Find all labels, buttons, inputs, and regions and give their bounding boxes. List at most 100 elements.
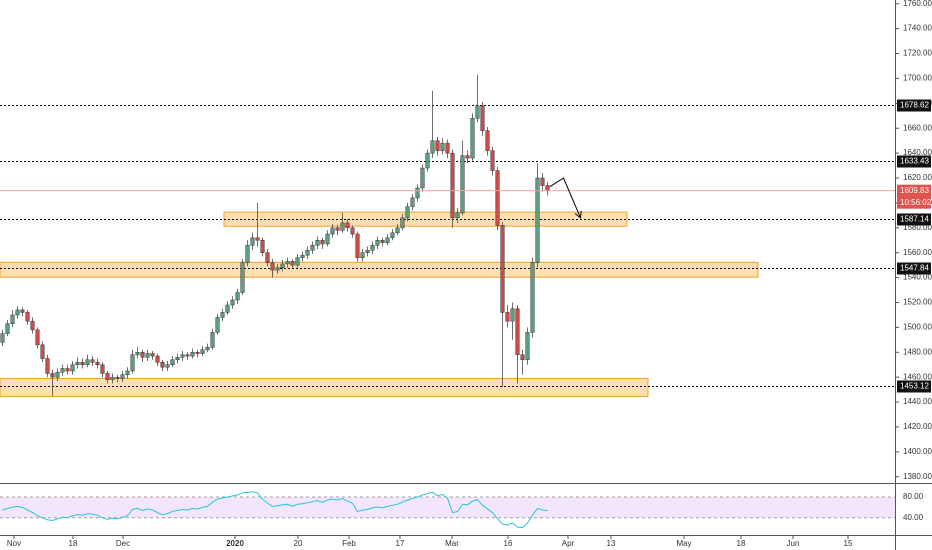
y-tick-label: 1700.00 <box>903 74 932 83</box>
candle-body <box>390 232 395 239</box>
candle-body <box>30 320 35 331</box>
candle-body <box>365 249 370 253</box>
candle-body <box>540 177 545 186</box>
y-tick-label: 1760.00 <box>903 0 932 8</box>
x-tick-label: 20 <box>294 539 303 548</box>
x-tick-label: 15 <box>844 539 853 548</box>
current-price-box <box>897 184 931 209</box>
candle-body <box>10 314 15 324</box>
candle-body <box>145 353 150 358</box>
current-price-label: 1609.83 <box>900 186 929 195</box>
candle-body <box>245 244 250 263</box>
level-label-box <box>897 99 931 112</box>
candle-body <box>125 370 130 375</box>
x-tick-label: Mar <box>445 539 459 548</box>
candle-body <box>195 352 200 354</box>
candle-body <box>210 332 215 348</box>
level-label: 1453.12 <box>900 382 929 391</box>
candle-body <box>90 359 95 363</box>
candle-body <box>455 212 460 219</box>
candle-body <box>535 177 540 263</box>
candle-body <box>445 142 450 154</box>
level-label-box <box>897 155 931 168</box>
candle-body <box>140 352 145 358</box>
candle-body <box>290 261 295 266</box>
level-label-box <box>897 213 931 226</box>
candle-body <box>370 244 375 251</box>
candle-body <box>45 358 50 374</box>
y-tick-label: 1500.00 <box>903 323 932 332</box>
level-label: 1633.43 <box>900 157 929 166</box>
candle-body <box>130 354 135 372</box>
candle-body <box>110 376 115 380</box>
candle-body <box>60 368 65 373</box>
candle-body <box>240 262 245 293</box>
candle-body <box>405 206 410 219</box>
candle-body <box>485 130 490 151</box>
candle-body <box>235 292 240 301</box>
rsi-band <box>0 497 895 518</box>
candle-body <box>55 371 60 378</box>
x-tick-label: Apr <box>562 539 575 548</box>
rsi-tick-label: 40.00 <box>903 513 924 522</box>
candle-body <box>545 185 550 191</box>
candle-body <box>135 352 140 356</box>
candle-body <box>260 240 265 253</box>
candle-body <box>120 374 125 379</box>
y-tick-label: 1640.00 <box>903 148 932 157</box>
candle-body <box>505 312 510 322</box>
candle-body <box>420 167 425 189</box>
candle-body <box>285 261 290 265</box>
y-tick-label: 1540.00 <box>903 273 932 282</box>
candle-body <box>340 222 345 231</box>
candle-body <box>360 252 365 258</box>
candle-body <box>270 262 275 271</box>
candle-body <box>0 333 5 343</box>
x-tick-label: May <box>676 539 691 548</box>
candle-body <box>180 354 185 358</box>
candle-body <box>100 364 105 374</box>
candle-body <box>95 362 100 365</box>
countdown-label: 10:56:02 <box>900 198 932 207</box>
candle-body <box>510 308 515 322</box>
candle-body <box>310 244 315 251</box>
candle-body <box>230 299 235 306</box>
arrow-head <box>574 210 582 219</box>
candle-body <box>375 240 380 246</box>
x-tick-label: 18 <box>69 539 78 548</box>
candle-body <box>350 227 355 235</box>
candle-body <box>265 252 270 263</box>
candle-body <box>495 170 500 226</box>
y-tick-label: 1660.00 <box>903 123 932 132</box>
candle-body <box>500 225 505 313</box>
candle-body <box>205 347 210 351</box>
candle-body <box>380 240 385 243</box>
candle-body <box>70 364 75 372</box>
candle-body <box>155 355 160 363</box>
candle-body <box>320 240 325 245</box>
y-tick-label: 1560.00 <box>903 248 932 257</box>
x-tick-label: 13 <box>607 539 616 548</box>
candle-body <box>175 357 180 361</box>
candle-body <box>460 155 465 214</box>
candle-body <box>150 353 155 357</box>
candle-body <box>15 309 20 316</box>
candle-body <box>215 317 220 333</box>
level-label: 1547.84 <box>900 264 929 273</box>
candle-body <box>385 237 390 243</box>
x-tick-label: Feb <box>342 539 356 548</box>
x-tick-label: 17 <box>396 539 405 548</box>
candle-body <box>450 152 455 219</box>
x-tick-label: Dec <box>116 539 130 548</box>
candle-body <box>25 312 30 322</box>
candle-body <box>400 217 405 229</box>
candle-body <box>75 362 80 365</box>
rsi-tick-label: 80.00 <box>903 492 924 501</box>
candle-body <box>330 227 335 235</box>
candle-body <box>345 222 350 229</box>
candle-body <box>395 227 400 234</box>
candle-body <box>435 140 440 151</box>
candle-body <box>40 344 45 359</box>
